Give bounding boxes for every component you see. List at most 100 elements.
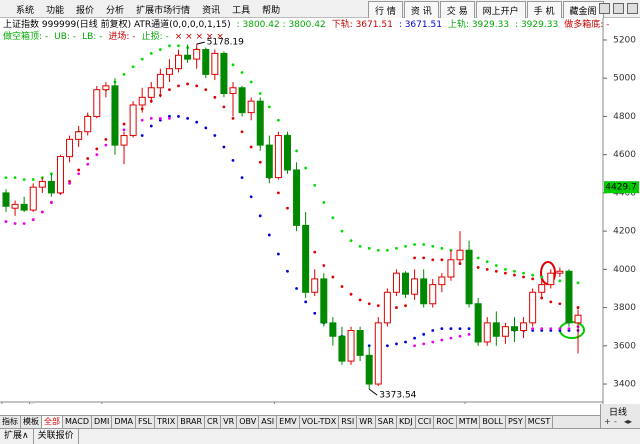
menu-item[interactable]: 功能	[46, 6, 65, 16]
indicator-tab[interactable]: PSY	[506, 416, 526, 428]
y-tick-label: 4200	[613, 227, 636, 237]
menu-item[interactable]: 分析	[106, 6, 125, 16]
channel-dot	[68, 181, 71, 185]
candle-body	[293, 169, 301, 226]
indicator-tab[interactable]: DMA	[112, 416, 136, 428]
candle-body	[556, 270, 564, 274]
indicator-tab[interactable]: MACD	[63, 416, 92, 428]
indicator-tab[interactable]: FSL	[136, 416, 155, 428]
indicator-tab[interactable]: CR	[205, 416, 222, 428]
maximize-button[interactable]	[613, 3, 624, 14]
menu-item[interactable]: 帮助	[262, 6, 281, 16]
candle-body	[447, 259, 455, 278]
indicator-tab[interactable]: TRIX	[155, 416, 179, 428]
indicator-tab[interactable]: 模板	[21, 416, 42, 428]
candle-body	[574, 314, 582, 324]
channel-dot	[385, 344, 389, 348]
indicator-tabs: 指标 模板 全部 MACD DMI DMA FSL TRIX BRAR CR VR OBV ASI EMV…	[0, 415, 600, 428]
candle-body	[510, 326, 518, 332]
indicator-tab[interactable]: ASI	[259, 416, 278, 428]
candle-body	[338, 335, 346, 362]
channel-dot	[322, 264, 326, 267]
bottom-bar: 扩展∧ 关联报价	[0, 428, 640, 444]
channel-dot	[531, 327, 535, 331]
indicator-tab[interactable]: CCI	[416, 416, 435, 428]
header-text: : 3671.51	[399, 20, 442, 30]
zoom-out-icon[interactable]: -	[614, 417, 617, 426]
candle-body	[311, 278, 319, 293]
channel-dot	[77, 172, 81, 176]
menu-item[interactable]: 扩展市场行情	[136, 6, 191, 16]
bottom-tab[interactable]: 扩展∧	[0, 429, 34, 444]
channel-dot	[395, 246, 398, 250]
candle-body	[38, 180, 46, 188]
channel-dot	[358, 245, 362, 248]
menu-item[interactable]: 系统	[16, 6, 35, 16]
indicator-tab[interactable]: 指标	[0, 416, 21, 428]
channel-dot	[204, 126, 208, 130]
channel-dot	[195, 84, 199, 88]
channel-dot	[531, 273, 535, 277]
channel-dot	[440, 338, 444, 342]
channel-dot	[213, 134, 217, 137]
indicator-tab[interactable]: BRAR	[178, 416, 206, 428]
y-tick-label: 3400	[613, 380, 636, 390]
channel-dot	[458, 327, 462, 331]
menu-item[interactable]: 工具	[232, 6, 251, 16]
candle-body	[474, 303, 482, 343]
indicator-tab[interactable]: WR	[357, 416, 376, 428]
x-tick-label: 2015年	[4, 402, 36, 405]
bottom-tab[interactable]: 关联报价	[34, 429, 79, 444]
channel-dot	[431, 245, 435, 248]
period-label[interactable]: 日线	[609, 408, 628, 418]
channel-dot	[576, 306, 580, 309]
channel-dot	[304, 300, 308, 304]
candle-body	[129, 104, 137, 137]
candle-body	[193, 49, 201, 60]
candle-body	[392, 272, 400, 293]
minimize-button[interactable]	[599, 3, 610, 14]
y-tick-label: 4800	[613, 112, 636, 122]
indicator-tab[interactable]: DMI	[92, 416, 113, 428]
channel-dot	[4, 176, 8, 180]
indicator-tab[interactable]: BOLL	[480, 416, 506, 428]
channel-dot	[240, 71, 244, 74]
channel-dot	[177, 84, 180, 88]
channel-dot	[231, 116, 235, 120]
indicator-tab[interactable]: 全部	[42, 416, 63, 428]
channel-dot	[286, 206, 289, 210]
channel-dot	[258, 92, 262, 95]
channel-dot	[4, 220, 8, 223]
channel-dot	[413, 336, 416, 340]
toolbar-button[interactable]: 资 讯	[403, 1, 439, 20]
indicator-tab[interactable]: MTM	[457, 416, 481, 428]
menu-item[interactable]: 资讯	[202, 6, 221, 16]
candle-body	[20, 203, 28, 211]
channel-dot	[358, 298, 362, 302]
indicator-tab[interactable]: ROC	[434, 416, 457, 428]
indicator-tab[interactable]: VOL-TDX	[300, 416, 340, 428]
indicator-tab[interactable]: RSI	[339, 416, 358, 428]
indicator-tab[interactable]: KDJ	[397, 416, 416, 428]
close-button[interactable]	[627, 3, 638, 14]
channel-dot	[131, 65, 135, 69]
candle-body	[302, 224, 310, 293]
zoom-in-icon[interactable]: +	[604, 417, 611, 426]
candle-body	[202, 49, 210, 75]
window-controls	[599, 3, 638, 14]
channel-dot	[340, 285, 344, 288]
indicator-tab[interactable]: VR	[221, 416, 238, 428]
indicator-tab[interactable]: SAR	[376, 416, 397, 428]
channel-dot	[267, 105, 271, 109]
indicator-tab[interactable]: OBV	[237, 416, 260, 428]
candle-body	[420, 278, 428, 305]
menu-item[interactable]: 报价	[76, 6, 95, 16]
indicator-tab[interactable]: EMV	[277, 416, 300, 428]
channel-dot	[177, 44, 180, 48]
channel-dot	[295, 287, 298, 290]
candle-body	[265, 144, 273, 179]
indicator-tab[interactable]: MCST	[526, 416, 554, 428]
channel-dot	[422, 332, 426, 336]
scroll-icon[interactable]: ◂▸	[624, 417, 633, 426]
channel-dot	[186, 116, 190, 120]
